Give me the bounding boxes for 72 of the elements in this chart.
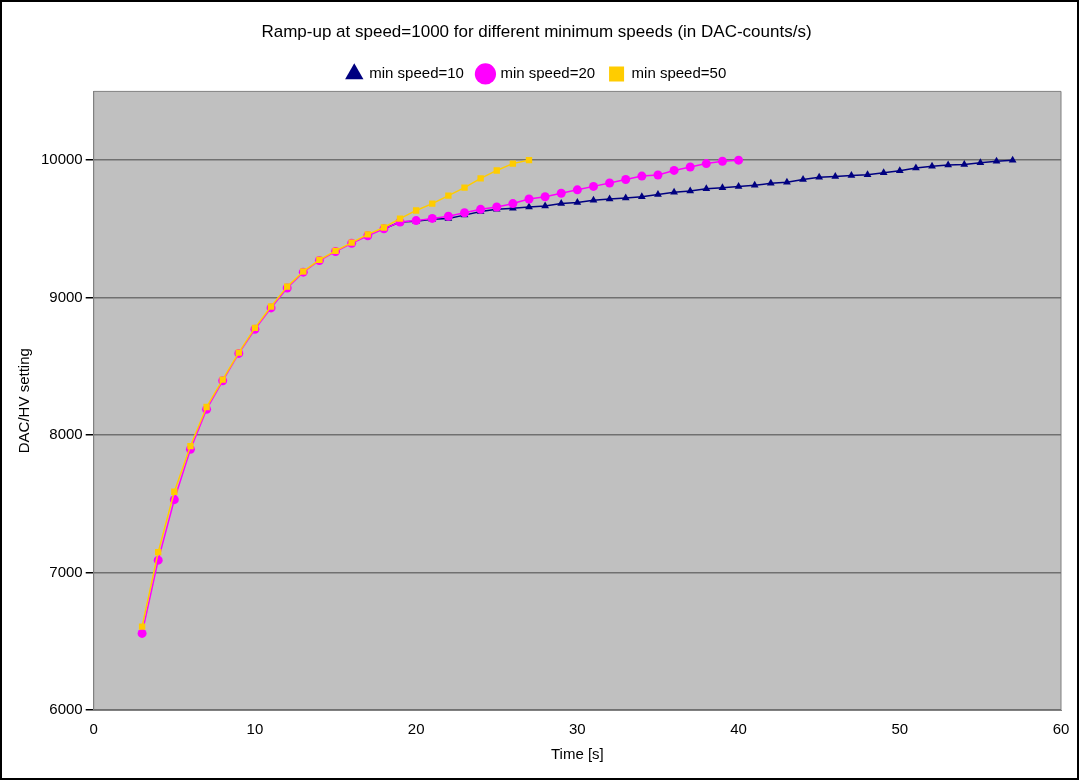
point <box>944 160 953 168</box>
point <box>750 180 759 188</box>
point <box>863 170 872 177</box>
point <box>605 194 614 202</box>
point <box>445 192 452 199</box>
point <box>976 158 985 165</box>
point <box>734 155 744 165</box>
point <box>138 623 146 630</box>
y-tick-label: 7000 <box>49 562 83 580</box>
point <box>783 177 791 185</box>
point <box>895 166 904 174</box>
point <box>588 181 598 191</box>
point <box>493 167 500 174</box>
point <box>686 186 695 194</box>
x-tick-label: 20 <box>407 720 425 738</box>
x-tick-label: 10 <box>246 720 264 738</box>
point <box>429 200 436 207</box>
point <box>799 175 807 182</box>
y-tick-label: 6000 <box>49 700 83 718</box>
point <box>717 156 727 166</box>
point <box>766 178 775 186</box>
point <box>557 199 566 206</box>
x-tick-label: 50 <box>891 720 909 738</box>
x-axis-title: Time [s] <box>550 745 604 763</box>
point <box>461 184 468 191</box>
point <box>621 175 631 185</box>
point <box>701 159 711 169</box>
point <box>685 162 695 172</box>
x-tick-label: 40 <box>730 720 747 738</box>
point <box>573 197 582 205</box>
point <box>187 442 194 450</box>
chart-title: Ramp-up at speed=1000 for different minimum speeds (in DAC-counts/s) <box>261 21 812 41</box>
point <box>171 488 178 495</box>
y-tick-label: 9000 <box>49 287 83 305</box>
point <box>847 170 856 178</box>
point <box>509 160 517 167</box>
point <box>589 195 598 203</box>
point <box>992 156 1001 164</box>
point <box>702 184 711 191</box>
point <box>477 175 484 182</box>
point <box>637 171 647 181</box>
x-tick-label: 30 <box>569 720 586 738</box>
point <box>653 170 663 180</box>
point <box>815 172 824 180</box>
y-tick-label: 10000 <box>40 150 83 168</box>
point <box>541 201 550 209</box>
point <box>524 194 534 204</box>
point <box>556 188 566 198</box>
point <box>912 163 920 171</box>
point <box>525 202 533 210</box>
point <box>831 171 840 179</box>
point <box>654 190 662 197</box>
point <box>621 193 630 201</box>
point <box>960 159 969 167</box>
y-axis-title: DAC/HV setting <box>15 348 33 454</box>
point <box>718 183 727 190</box>
point <box>605 178 615 188</box>
x-tick-label: 0 <box>89 720 98 738</box>
point <box>734 181 743 189</box>
point <box>637 192 646 199</box>
point <box>879 168 888 176</box>
point <box>412 207 420 214</box>
legend-label: min speed=50 <box>631 64 727 82</box>
point <box>572 185 582 195</box>
x-tick-label: 60 <box>1052 720 1070 738</box>
point <box>669 165 679 175</box>
legend-label: min speed=10 <box>369 64 464 82</box>
legend-label: min speed=20 <box>500 64 596 82</box>
point <box>508 199 518 209</box>
point <box>540 192 550 202</box>
point <box>137 628 147 638</box>
y-tick-label: 8000 <box>49 425 83 443</box>
